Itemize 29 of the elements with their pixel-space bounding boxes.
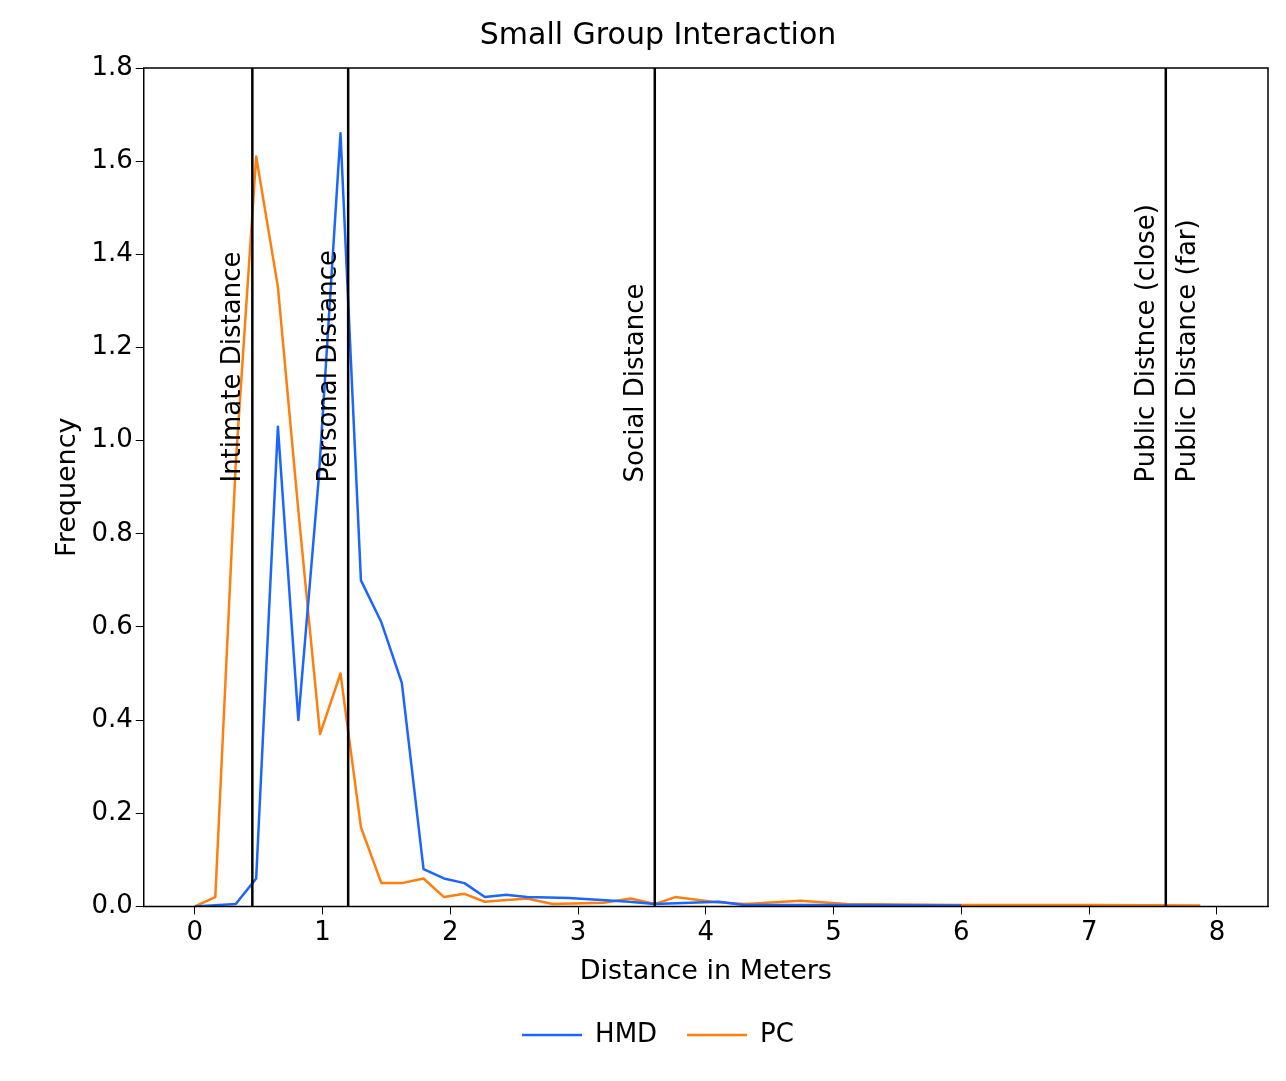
y-tick-label: 0.8	[91, 516, 133, 547]
y-tick-label: 0.4	[91, 702, 133, 733]
annotation: Public Distance (far)	[1170, 219, 1201, 483]
legend-label: HMD	[595, 1017, 658, 1048]
x-tick-label: 0	[186, 915, 204, 946]
y-tick-label: 0.6	[91, 609, 133, 640]
legend-label: PC	[760, 1017, 794, 1048]
ref-line-label: Public Distnce (close)	[1129, 204, 1160, 483]
x-tick-label: 5	[825, 915, 842, 946]
y-tick-label: 1.6	[91, 143, 133, 174]
x-tick-label: 4	[697, 915, 715, 946]
y-tick-label: 0.0	[91, 889, 133, 920]
ref-line-label: Intimate Distance	[216, 251, 247, 483]
x-tick-label: 8	[1208, 915, 1226, 946]
x-tick-label: 1	[314, 915, 331, 946]
y-tick-label: 1.4	[91, 237, 133, 268]
x-tick-label: 6	[953, 915, 970, 946]
y-axis-title: Frequency	[50, 417, 82, 557]
x-tick-label: 2	[442, 915, 459, 946]
x-tick-label: 3	[569, 915, 587, 946]
y-tick-label: 1.0	[91, 423, 133, 454]
ref-line-label: Social Distance	[618, 283, 649, 483]
y-tick-label: 1.8	[91, 50, 133, 81]
y-tick-label: 0.2	[91, 795, 133, 826]
y-tick-label: 1.2	[91, 330, 133, 361]
x-axis-title: Distance in Meters	[579, 953, 832, 985]
ref-line-label: Personal Distance	[311, 250, 342, 483]
chart-title: Small Group Interaction	[479, 15, 837, 51]
x-tick-label: 7	[1080, 915, 1098, 946]
